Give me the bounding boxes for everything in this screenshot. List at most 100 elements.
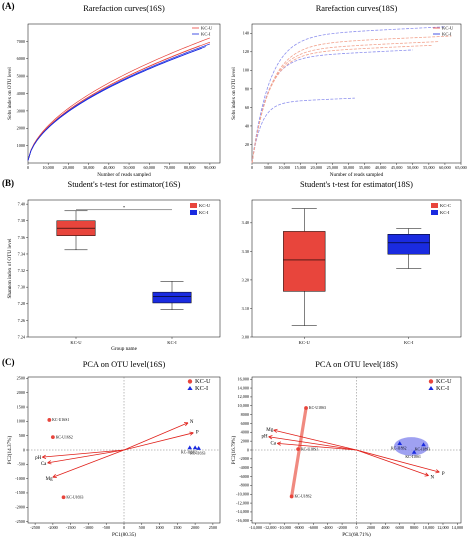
x-tick-label: KC-I <box>167 340 177 345</box>
env-arrow <box>277 442 357 451</box>
point-label: KC-I16S2 <box>181 451 197 455</box>
y-tick-label: 40 <box>245 123 249 128</box>
y-tick-label: 140 <box>243 31 249 36</box>
x-tick-label: 50,000 <box>407 165 419 171</box>
y-tick-label: 7.28 <box>18 301 25 306</box>
point-label: KC-U18S3 <box>309 406 326 410</box>
env-arrow-label: Mg <box>266 428 273 433</box>
x-tick-label: 70,000 <box>164 165 176 171</box>
x-axis-label: PC1(68.71%) <box>342 531 371 538</box>
x-axis-label: Number of reads sampled <box>97 171 151 178</box>
y-tick-label: 20 <box>245 142 249 147</box>
y-tick-label: 7.34 <box>18 251 26 256</box>
y-tick-label: 4000 <box>241 430 249 435</box>
y-tick-label: -14,000 <box>236 509 249 515</box>
y-tick-label: 7.40 <box>18 202 25 207</box>
series-line <box>27 45 200 161</box>
env-arrow <box>47 449 125 464</box>
legend-label: KC-I <box>440 210 450 215</box>
y-tick-label: 7.24 <box>18 334 26 339</box>
x-tick-label: 80,000 <box>184 165 196 171</box>
y-tick-label: 7.38 <box>18 218 25 223</box>
env-arrow-head <box>47 460 52 465</box>
x-tick-label: 65,000 <box>455 165 467 171</box>
chart-pca18: PCA on OTU level(18S) PC1(68.71%) PC2(16.7… <box>230 360 463 538</box>
legend-label: KC-I <box>199 210 209 215</box>
env-arrow-label: P <box>196 430 199 435</box>
point-label: KC-U18S2 <box>294 495 311 499</box>
y-tick-label: 3.00 <box>242 334 249 339</box>
y-tick-label: -4000 <box>239 465 249 470</box>
y-tick-label: 6000 <box>17 56 25 61</box>
x-tick-label: 25,000 <box>327 165 339 171</box>
legend-label: KC-I <box>201 32 211 37</box>
x-tick-label: 40,000 <box>103 165 115 171</box>
legend-label: KC-I <box>442 32 452 37</box>
y-tick-label: 7.36 <box>18 235 25 240</box>
y-axis-label: Shannon index of OTU level <box>6 238 13 298</box>
env-arrow-label: Ca <box>270 442 276 447</box>
x-tick-label: 2000 <box>367 525 375 530</box>
x-tick-label: -500 <box>102 525 110 530</box>
x-tick-label: -6000 <box>308 525 318 530</box>
y-tick-label: 7.26 <box>18 318 25 323</box>
y-axis-label: Sobs index on OTU level <box>231 67 237 120</box>
x-tick-label: 12,000 <box>437 525 449 531</box>
legend-swatch <box>431 203 438 208</box>
y-tick-label: 80 <box>245 86 249 91</box>
x-tick-label: 20,000 <box>311 165 323 171</box>
env-arrow-label: pH <box>35 456 42 461</box>
box-body <box>387 234 430 255</box>
point-kci <box>196 445 201 450</box>
point-kcu <box>61 495 66 500</box>
legend-swatch <box>187 379 193 384</box>
point-kci <box>192 445 198 450</box>
y-tick-label: 1500 <box>17 404 25 409</box>
legend-label: KC-I <box>195 385 208 392</box>
group-ellipse-kcu <box>290 406 308 499</box>
x-tick-label: KC-I <box>404 340 414 345</box>
x-tick-label: -4000 <box>323 525 333 530</box>
legend-label: KC-I <box>436 385 449 392</box>
point-label: KC-U16S3 <box>66 495 83 499</box>
env-arrow-label: Mg <box>46 477 53 482</box>
chart-title: PCA on OTU level(16S) <box>83 360 166 369</box>
env-arrow-head <box>183 422 189 427</box>
x-tick-label: 30,000 <box>343 165 355 171</box>
chart-title: Rarefaction curves(16S) <box>83 4 165 13</box>
legend-swatch <box>431 210 438 215</box>
y-tick-label: 1000 <box>17 143 25 148</box>
chart-pca16: PCA on OTU level(16S) PC1(80.35) PC2(14.37… <box>6 360 221 538</box>
series-line <box>251 44 433 164</box>
y-tick-label: 10,000 <box>237 403 249 409</box>
y-tick-label: 3.30 <box>242 249 249 254</box>
plot-frame <box>251 23 462 164</box>
x-tick-label: 30,000 <box>83 165 95 171</box>
x-tick-label: KC-U <box>299 340 311 345</box>
x-tick-label: 500 <box>139 525 145 530</box>
y-tick-label: 6000 <box>241 421 249 426</box>
y-tick-label: 7.30 <box>18 285 25 290</box>
y-axis-label: Sobs index on OTU level <box>7 67 13 120</box>
y-tick-label: 2000 <box>17 126 25 131</box>
y-tick-label: -12,000 <box>236 500 249 506</box>
series-line <box>251 41 439 164</box>
legend-label: KC-U <box>195 378 211 385</box>
chart-title: Student's t-test for estimator(16S) <box>68 180 181 189</box>
plot-frame <box>251 199 462 338</box>
y-tick-label: -16,000 <box>236 518 249 524</box>
point-label: KC-U18S1 <box>301 447 318 451</box>
x-tick-label: 50,000 <box>123 165 135 171</box>
y-tick-label: 2000 <box>241 438 249 443</box>
x-tick-label: 55,000 <box>423 165 435 171</box>
x-axis-label: Group name <box>111 346 137 352</box>
point-label: KC-U16S1 <box>52 418 69 422</box>
point-kci <box>421 442 426 447</box>
x-tick-label: 1500 <box>173 525 181 530</box>
y-tick-label: 120 <box>243 49 249 54</box>
x-tick-label: 45,000 <box>391 165 403 171</box>
x-tick-label: 60,000 <box>144 165 156 171</box>
env-arrow-head <box>424 472 429 477</box>
env-arrow <box>123 422 189 451</box>
x-tick-label: 10,000 <box>423 525 435 531</box>
